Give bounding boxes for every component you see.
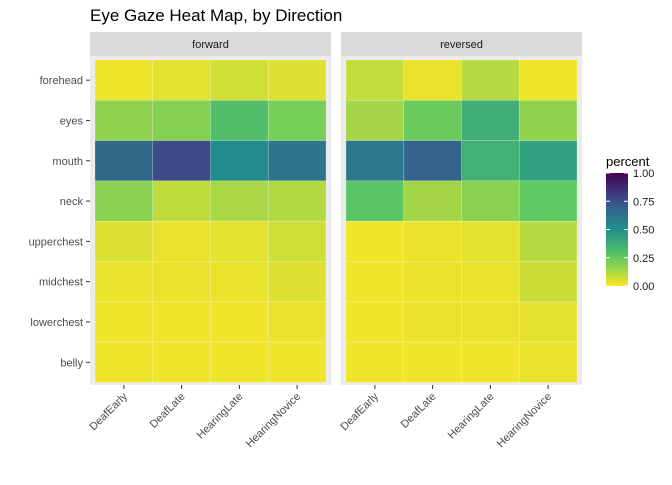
heatmap-cell [152, 341, 211, 383]
facet-label: forward [192, 39, 229, 51]
y-tick-label: midchest [39, 277, 83, 289]
heatmap-cell [94, 301, 154, 343]
heatmap-cell [518, 100, 578, 141]
heatmap-cell [461, 220, 520, 262]
heatmap-cell [461, 180, 520, 222]
heatmap-cell [94, 140, 154, 182]
heatmap-cell [518, 180, 578, 222]
heatmap-cell [94, 261, 154, 303]
heatmap-cell [403, 100, 462, 141]
heatmap-cell [345, 140, 405, 182]
y-tick-label: mouth [52, 156, 83, 168]
legend-tick-label: 0.00 [633, 281, 654, 293]
legend-tick-label: 1.00 [633, 168, 654, 180]
heatmap-cell [461, 140, 520, 182]
heatmap-cell [518, 220, 578, 262]
heatmap-cell [210, 261, 269, 303]
heatmap-cell [152, 301, 211, 343]
heatmap-cell [267, 301, 327, 343]
legend-tick-label: 0.50 [633, 225, 654, 237]
x-tick-label: HearingLate [446, 391, 497, 442]
x-tick-label: DeafLate [148, 391, 188, 431]
heatmap-cell [403, 220, 462, 262]
heatmap-cell [152, 180, 211, 222]
heatmap-cell [461, 301, 520, 343]
heatmap-cell [267, 100, 327, 141]
y-tick-label: belly [60, 357, 83, 369]
x-tick-label: HearingNovice [244, 391, 304, 451]
heatmap-cell [210, 100, 269, 141]
heatmap-cell [152, 261, 211, 303]
heatmap-cell [403, 301, 462, 343]
facet-strip [90, 32, 331, 56]
heatmap-cell [267, 59, 327, 101]
heatmap-cell [94, 180, 154, 222]
heatmap-cell [461, 341, 520, 383]
heatmap-cell [152, 220, 211, 262]
chart-title: Eye Gaze Heat Map, by Direction [90, 6, 342, 25]
y-tick-label: lowerchest [30, 317, 83, 329]
heatmap-cell [403, 180, 462, 222]
heatmap-cell [518, 301, 578, 343]
heatmap-cell [210, 220, 269, 262]
heatmap-cell [210, 59, 269, 101]
heatmap-cell [267, 261, 327, 303]
heatmap-cell [345, 261, 405, 303]
y-tick-label: neck [60, 196, 84, 208]
heatmap-cell [345, 301, 405, 343]
heatmap-cell [345, 59, 405, 101]
heatmap-cell [152, 59, 211, 101]
heatmap-cell [152, 100, 211, 141]
heatmap-cell [403, 341, 462, 383]
heatmap-cell [210, 301, 269, 343]
heatmap-cell [345, 180, 405, 222]
heatmap-cell [210, 140, 269, 182]
heatmap-cell [518, 341, 578, 383]
x-tick-label: DeafLate [399, 391, 439, 431]
heatmap-cell [94, 341, 154, 383]
heatmap-cell [345, 220, 405, 262]
heatmap-cell [267, 140, 327, 182]
x-tick-label: DeafEarly [338, 390, 381, 433]
heatmap-cell [152, 140, 211, 182]
heatmap-cell [461, 261, 520, 303]
heatmap-cell [267, 220, 327, 262]
heatmap-cell [518, 140, 578, 182]
heatmap-cell [403, 59, 462, 101]
legend-tick-label: 0.75 [633, 196, 654, 208]
heatmap-cell [267, 341, 327, 383]
y-tick-label: eyes [60, 115, 84, 127]
facet-strip [341, 32, 582, 56]
heatmap-cell [210, 180, 269, 222]
heatmap-cell [267, 180, 327, 222]
heatmap-cell [94, 59, 154, 101]
heatmap-cell [345, 100, 405, 141]
y-tick-label: forehead [40, 75, 83, 87]
heatmap-cell [210, 341, 269, 383]
heatmap-cell [518, 261, 578, 303]
legend-colorbar [606, 173, 628, 286]
heatmap-cell [94, 100, 154, 141]
x-tick-label: HearingLate [195, 391, 246, 442]
heatmap-cell [94, 220, 154, 262]
legend-title: percent [606, 154, 650, 169]
heatmap-cell [518, 59, 578, 101]
x-tick-label: DeafEarly [87, 390, 130, 433]
heatmap-cell [345, 341, 405, 383]
heatmap-cell [403, 261, 462, 303]
y-tick-label: upperchest [29, 236, 83, 248]
x-tick-label: HearingNovice [495, 391, 555, 451]
heatmap-cell [403, 140, 462, 182]
heatmap-cell [461, 100, 520, 141]
legend-tick-label: 0.25 [633, 253, 654, 265]
heatmap-cell [461, 59, 520, 101]
facet-label: reversed [440, 39, 483, 51]
